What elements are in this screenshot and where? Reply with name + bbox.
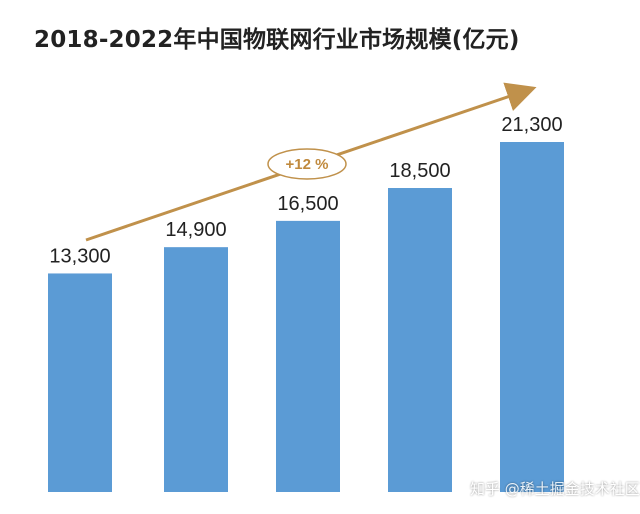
- bar-2021: [388, 188, 452, 492]
- value-labels-layer: 13,300 14,900 16,500 18,500 21,300: [49, 114, 562, 267]
- watermark: 知乎 @稀土掘金技术社区: [470, 480, 640, 498]
- value-label-2019: 14,900: [165, 219, 226, 241]
- bar-2018: [48, 273, 112, 492]
- growth-rate-badge: [267, 148, 347, 180]
- bars-layer: [48, 142, 564, 493]
- growth-rate-label: +12 %: [286, 156, 329, 173]
- value-label-2020: 16,500: [277, 193, 338, 215]
- bar-2019: [164, 247, 228, 492]
- trend-layer: +12 %: [85, 82, 537, 242]
- value-label-2018: 13,300: [49, 245, 110, 267]
- value-label-2022: 21,300: [501, 114, 562, 136]
- bar-2022: [500, 142, 564, 492]
- value-label-2021: 18,500: [389, 160, 450, 182]
- bar-2020: [276, 220, 340, 493]
- chart-title: 2018-2022年中国物联网行业市场规模(亿元): [34, 27, 520, 53]
